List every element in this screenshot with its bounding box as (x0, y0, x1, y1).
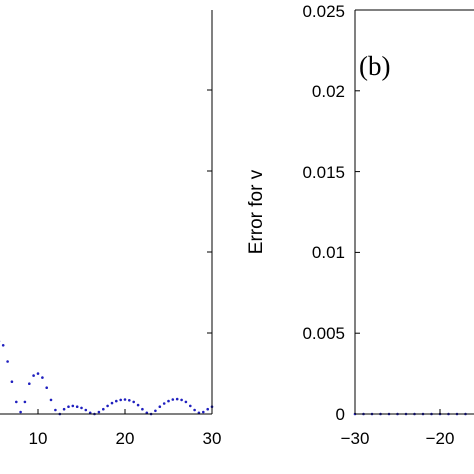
panel-a-point (123, 398, 127, 401)
panel-b-y-tick-label: 0.02 (312, 82, 345, 101)
panel-a-point (75, 405, 79, 409)
panel-a-point (145, 411, 149, 415)
panel-a-point (197, 411, 201, 415)
panel-b-y-tick-label: 0 (336, 405, 345, 424)
panel-a-point (193, 408, 196, 412)
panel-a-point (84, 408, 88, 412)
panel-b-y-tick-label: 0.015 (302, 163, 345, 182)
panel-a-point (67, 405, 70, 409)
panel-a-point (102, 407, 105, 411)
panel-a-point (132, 400, 135, 404)
panel-a-point (202, 410, 205, 414)
panel-a-point (158, 405, 162, 409)
panel-a-point (49, 398, 53, 402)
panel-a-point (115, 399, 118, 403)
panel-a-point (23, 400, 27, 404)
panel-a-point (167, 399, 170, 403)
panel-a-point (62, 407, 66, 411)
panel-a-point (6, 360, 9, 363)
panel-a-point (128, 399, 131, 402)
panel-a-point (189, 404, 192, 408)
panel-a-point (171, 398, 175, 401)
panel-a-point (14, 400, 18, 404)
panel-a-point (206, 407, 209, 411)
panel-a-point (119, 398, 122, 402)
panel-a-point (71, 404, 75, 408)
panel-a-point (19, 410, 22, 414)
panel-a-x-tick-label: 20 (116, 429, 135, 448)
panel-b-label: (b) (359, 51, 390, 81)
panel-a-marks (0, 340, 214, 416)
panel-b-ticks (354, 9, 441, 415)
panel-a-point (36, 372, 40, 375)
panel-a-point (180, 398, 183, 402)
panel-a-point (1, 344, 5, 347)
panel-a-point (80, 406, 83, 410)
panel-a-point (141, 407, 144, 411)
panel-a-point (175, 397, 179, 401)
panel-a-point (97, 410, 101, 414)
panel-a-point (54, 408, 57, 412)
panel-a-point (32, 374, 35, 377)
panel-a-point (162, 402, 166, 405)
panel-a: 10 20 30 (0, 10, 221, 448)
panel-b-x-tick-labels: −30 −20 (341, 429, 455, 448)
panel-a-point (28, 382, 31, 386)
panel-a-point (110, 401, 114, 405)
panel-a-tick-labels: 10 20 30 (29, 429, 222, 448)
panel-b-ylabel: Error for v (246, 169, 267, 254)
panel-a-point (41, 376, 44, 379)
panel-a-point (106, 404, 109, 408)
panel-a-point (136, 403, 140, 407)
panel-a-point (88, 411, 92, 415)
panel-a-point (45, 386, 48, 390)
panel-a-x-tick-label: 10 (29, 429, 48, 448)
panel-b-x-tick-label: −30 (341, 429, 370, 448)
panel-b-y-tick-label: 0.025 (302, 2, 345, 21)
panel-a-point (154, 409, 157, 413)
panel-b: (b) Error for v 0 0.005 0.01 0.015 0.02 … (246, 2, 474, 448)
panel-a-point (10, 380, 14, 384)
panel-b-y-tick-label: 0.005 (302, 324, 345, 343)
panel-a-x-tick-label: 30 (203, 429, 222, 448)
panel-b-y-tick-label: 0.01 (312, 243, 345, 262)
panel-b-y-tick-labels: 0 0.005 0.01 0.015 0.02 0.025 (302, 2, 345, 424)
panel-a-ticks (37, 89, 213, 414)
panel-a-point (184, 400, 188, 404)
panel-b-x-tick-label: −20 (426, 429, 455, 448)
